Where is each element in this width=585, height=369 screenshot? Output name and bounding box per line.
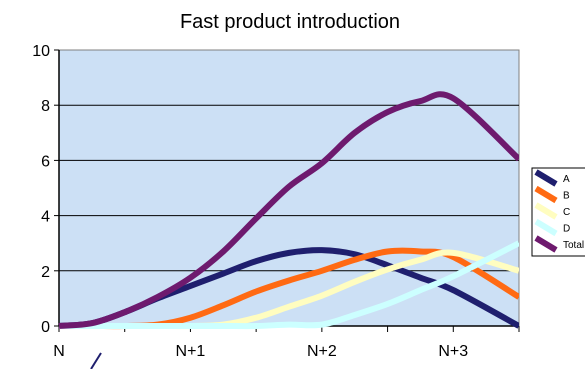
legend-swatch <box>534 169 558 187</box>
axis-arrow-decoration <box>90 352 102 369</box>
legend-label: C <box>563 207 570 218</box>
x-tick-label: N+2 <box>307 343 337 360</box>
legend-label: D <box>563 224 570 235</box>
legend-item-total: Total <box>534 235 584 253</box>
legend-item-d: D <box>534 218 570 237</box>
x-tick-label: N+3 <box>438 343 468 360</box>
series-line-d <box>59 240 519 330</box>
y-axis-ticks: 0 2 4 6 8 10 <box>32 43 59 336</box>
y-tick-label: 6 <box>41 153 50 170</box>
legend-swatch <box>534 202 558 220</box>
legend-label: A <box>563 174 570 185</box>
legend-item-a: A <box>534 169 570 187</box>
legend-label: B <box>563 191 570 202</box>
y-tick-label: 4 <box>41 209 50 226</box>
series-layer <box>58 91 519 330</box>
y-tick-label: 0 <box>41 319 50 336</box>
y-tick-label: 2 <box>41 264 50 281</box>
chart-title: Fast product introduction <box>180 11 400 33</box>
legend-swatch <box>534 185 558 204</box>
legend-item-c: C <box>534 202 570 220</box>
x-tick-label: N <box>53 343 65 360</box>
legend-label: Total <box>563 240 584 251</box>
legend-item-b: B <box>534 185 570 204</box>
y-tick-label: 10 <box>32 43 50 60</box>
series-line-total <box>58 91 519 329</box>
y-tick-label: 8 <box>41 98 50 115</box>
x-axis-ticks: N N+1 N+2 N+3 <box>53 326 520 360</box>
legend-swatch <box>534 218 558 237</box>
x-tick-label: N+1 <box>176 343 206 360</box>
legend-swatch <box>534 235 558 253</box>
